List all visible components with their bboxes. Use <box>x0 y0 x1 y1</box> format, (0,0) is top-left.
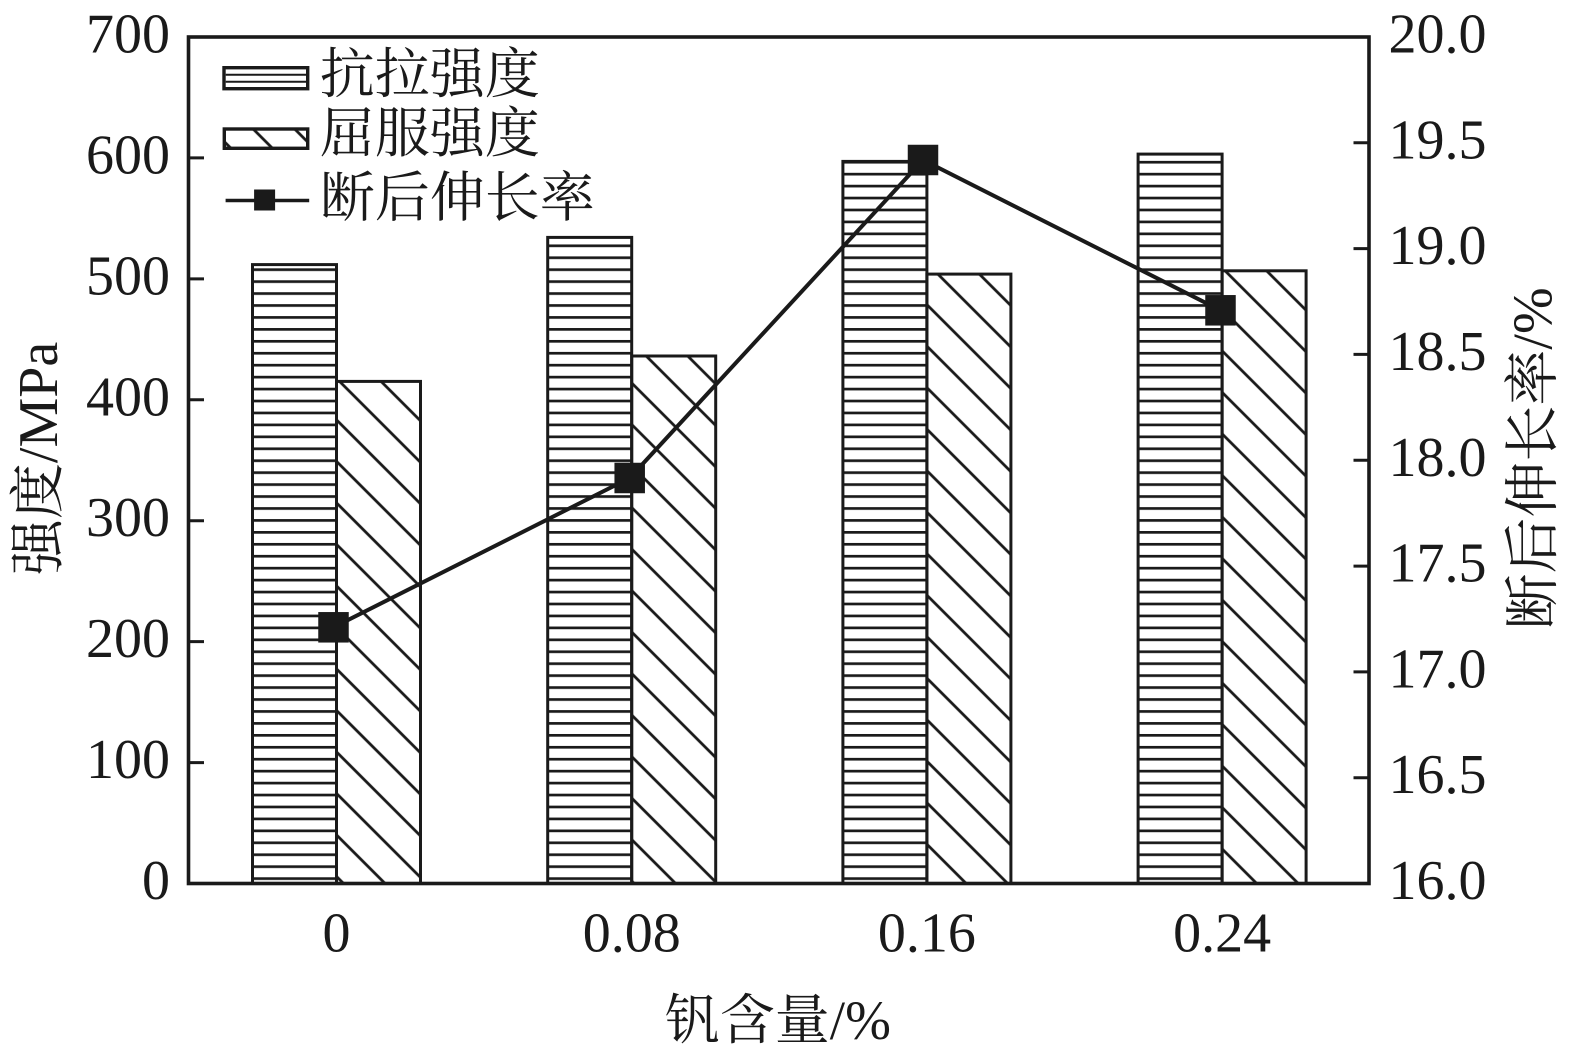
svg-text:19.5: 19.5 <box>1389 109 1487 171</box>
svg-text:17.0: 17.0 <box>1389 638 1487 700</box>
svg-text:100: 100 <box>86 729 170 791</box>
svg-text:0.16: 0.16 <box>878 903 976 965</box>
svg-text:16.0: 16.0 <box>1389 850 1487 912</box>
svg-text:17.5: 17.5 <box>1389 533 1487 595</box>
svg-text:20.0: 20.0 <box>1389 4 1487 66</box>
svg-text:0: 0 <box>142 850 170 912</box>
svg-text:400: 400 <box>86 366 170 428</box>
svg-text:/MPa: /MPa <box>8 342 70 463</box>
svg-text:/%: /% <box>1503 287 1565 349</box>
svg-text:0.24: 0.24 <box>1173 903 1271 965</box>
svg-text:18.5: 18.5 <box>1389 321 1487 383</box>
svg-text:700: 700 <box>86 4 170 66</box>
svg-text:600: 600 <box>86 124 170 186</box>
svg-text:18.0: 18.0 <box>1389 427 1487 489</box>
svg-text:300: 300 <box>86 487 170 549</box>
svg-text:0.08: 0.08 <box>583 903 681 965</box>
svg-text:200: 200 <box>86 608 170 670</box>
svg-text:19.0: 19.0 <box>1389 215 1487 277</box>
svg-text:/%: /% <box>830 990 891 1051</box>
svg-text:0: 0 <box>323 903 351 965</box>
svg-text:500: 500 <box>86 245 170 307</box>
svg-text:16.5: 16.5 <box>1389 744 1487 806</box>
